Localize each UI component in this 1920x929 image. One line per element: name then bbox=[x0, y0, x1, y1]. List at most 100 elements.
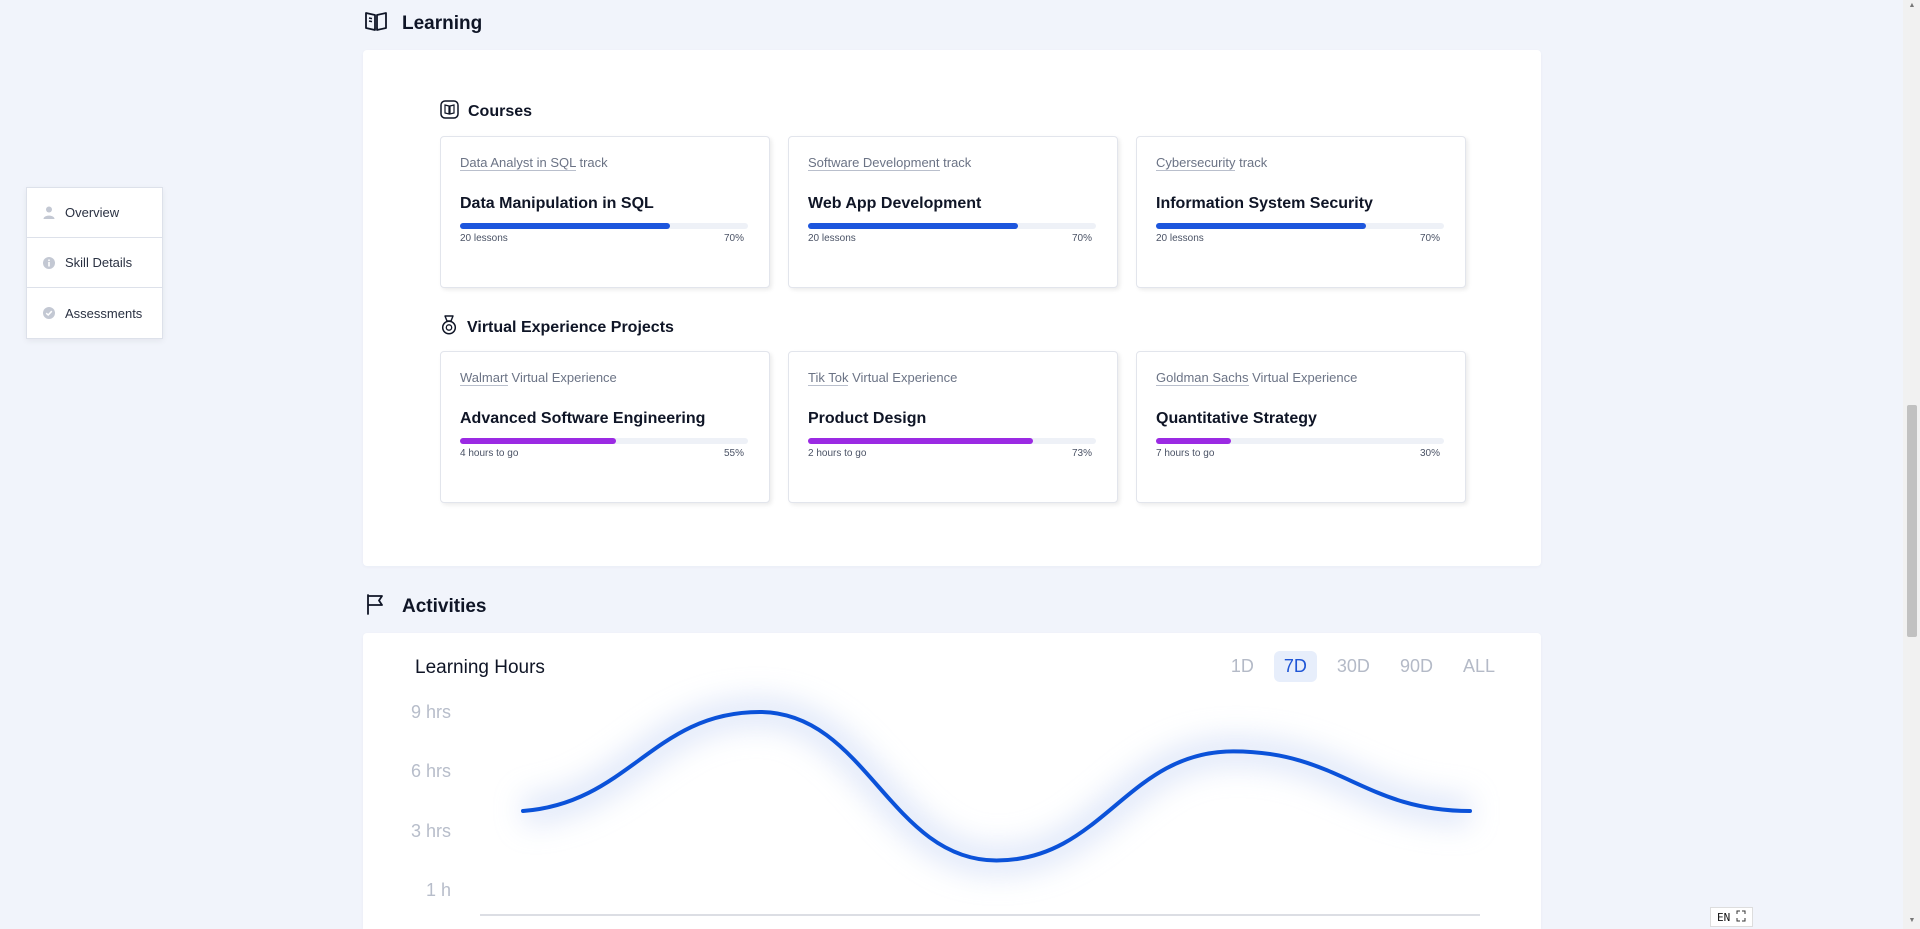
card-meta: 20 lessons 70% bbox=[460, 233, 744, 244]
card-track-suffix: Virtual Experience bbox=[507, 370, 617, 385]
learning-panel: Courses Data Analyst in SQL track Data Ma… bbox=[363, 50, 1541, 566]
subsection-title: Courses bbox=[468, 103, 533, 120]
side-nav: Overview Skill Details Assessments bbox=[26, 187, 163, 339]
page-scrollbar[interactable]: ▲ ▼ bbox=[1903, 0, 1920, 929]
course-card[interactable]: Data Analyst in SQL track Data Manipulati… bbox=[440, 136, 770, 288]
card-meta: 20 lessons 70% bbox=[1156, 233, 1440, 244]
course-card[interactable]: Cybersecurity track Information System Se… bbox=[1136, 136, 1466, 288]
y-tick-label: 6 hrs bbox=[411, 761, 451, 781]
learning-heading: Learning bbox=[364, 10, 482, 38]
range-7d[interactable]: 7D bbox=[1273, 651, 1317, 682]
card-title: Data Manipulation in SQL bbox=[460, 195, 654, 212]
nav-item-label: Skill Details bbox=[65, 255, 133, 270]
card-meta: 7 hours to go 30% bbox=[1156, 448, 1440, 459]
progress-fill bbox=[460, 438, 616, 444]
range-1d[interactable]: 1D bbox=[1230, 656, 1254, 676]
progress-bar bbox=[460, 223, 748, 229]
card-meta: 20 lessons 70% bbox=[808, 233, 1092, 244]
project-card[interactable]: Walmart Virtual Experience Advanced Softw… bbox=[440, 351, 770, 503]
card-title: Information System Security bbox=[1156, 195, 1373, 212]
chart-series-line bbox=[521, 709, 1472, 863]
section-title: Learning bbox=[402, 13, 483, 34]
card-percent: 70% bbox=[723, 233, 744, 244]
card-meta-left: 20 lessons bbox=[460, 233, 508, 244]
scroll-thumb[interactable] bbox=[1907, 405, 1917, 637]
learning-hours-chart: 9 hrs 6 hrs 3 hrs 1 h bbox=[411, 696, 1480, 916]
subsection-title: Virtual Experience Projects bbox=[467, 318, 674, 336]
scroll-up-icon[interactable]: ▲ bbox=[1908, 2, 1916, 9]
progress-bar bbox=[808, 438, 1096, 444]
range-30d[interactable]: 30D bbox=[1336, 656, 1370, 676]
progress-bar bbox=[1156, 438, 1444, 444]
courses-heading: Courses bbox=[440, 100, 532, 124]
card-meta: 4 hours to go 55% bbox=[460, 448, 744, 459]
medal-icon bbox=[440, 315, 458, 340]
project-card[interactable]: Goldman Sachs Virtual Experience Quantita… bbox=[1136, 351, 1466, 503]
y-tick-label: 9 hrs bbox=[411, 702, 451, 722]
activities-panel: Learning Hours 1D 7D 30D 90D ALL 9 hrs 6 … bbox=[363, 633, 1541, 929]
card-track: Cybersecurity track bbox=[1156, 155, 1445, 171]
chart-title: Learning Hours bbox=[415, 657, 545, 678]
card-title: Product Design bbox=[808, 410, 927, 427]
card-meta-left: 7 hours to go bbox=[1156, 448, 1215, 459]
card-title: Quantitative Strategy bbox=[1156, 410, 1317, 427]
range-all[interactable]: ALL bbox=[1462, 656, 1495, 676]
card-title: Advanced Software Engineering bbox=[460, 410, 706, 427]
progress-fill bbox=[1156, 438, 1231, 444]
activities-heading: Activities bbox=[364, 592, 486, 622]
progress-bar bbox=[1156, 223, 1444, 229]
card-meta-left: 20 lessons bbox=[1156, 233, 1204, 244]
card-track-suffix: Virtual Experience bbox=[1248, 370, 1358, 385]
progress-fill bbox=[808, 438, 1033, 444]
card-meta-left: 4 hours to go bbox=[460, 448, 519, 459]
check-circle-icon bbox=[42, 307, 55, 320]
progress-fill bbox=[1156, 223, 1367, 229]
nav-item-assessments[interactable]: Assessments bbox=[27, 288, 162, 338]
progress-fill bbox=[460, 223, 671, 229]
project-card[interactable]: Tik Tok Virtual Experience Product Design… bbox=[788, 351, 1118, 503]
flag-icon bbox=[364, 592, 388, 622]
info-icon bbox=[42, 256, 55, 269]
progress-fill bbox=[808, 223, 1019, 229]
nav-item-label: Overview bbox=[65, 205, 120, 220]
range-selector: 1D 7D 30D 90D ALL bbox=[1221, 651, 1505, 682]
card-brand[interactable]: Software Development bbox=[808, 155, 940, 171]
card-brand[interactable]: Walmart bbox=[460, 370, 508, 386]
card-percent: 70% bbox=[1071, 233, 1092, 244]
progress-bar bbox=[808, 223, 1096, 229]
language-indicator[interactable]: EN bbox=[1710, 907, 1754, 927]
card-percent: 55% bbox=[723, 448, 744, 459]
card-percent: 30% bbox=[1419, 448, 1440, 459]
card-track: Goldman Sachs Virtual Experience bbox=[1156, 370, 1445, 386]
scroll-down-icon[interactable]: ▼ bbox=[1908, 917, 1916, 924]
card-brand[interactable]: Goldman Sachs bbox=[1156, 370, 1249, 386]
card-brand[interactable]: Data Analyst in SQL bbox=[460, 155, 576, 171]
card-percent: 73% bbox=[1071, 448, 1092, 459]
card-track-suffix: track bbox=[939, 155, 972, 170]
expand-icon bbox=[1736, 910, 1746, 925]
language-code: EN bbox=[1717, 910, 1731, 924]
course-card[interactable]: Software Development track Web App Develo… bbox=[788, 136, 1118, 288]
card-meta-left: 2 hours to go bbox=[808, 448, 867, 459]
range-90d[interactable]: 90D bbox=[1399, 656, 1433, 676]
card-track: Software Development track bbox=[808, 155, 1097, 171]
card-track-suffix: track bbox=[575, 155, 608, 170]
book-icon bbox=[364, 10, 388, 38]
card-meta: 2 hours to go 73% bbox=[808, 448, 1092, 459]
nav-item-skill-details[interactable]: Skill Details bbox=[27, 238, 162, 288]
course-book-icon bbox=[440, 100, 459, 124]
card-track-suffix: Virtual Experience bbox=[848, 370, 958, 385]
card-track: Walmart Virtual Experience bbox=[460, 370, 749, 386]
nav-item-label: Assessments bbox=[65, 305, 143, 321]
card-brand[interactable]: Cybersecurity bbox=[1156, 155, 1236, 171]
chart-line-glow bbox=[521, 696, 1471, 876]
section-title: Activities bbox=[402, 596, 487, 617]
y-tick-label: 1 h bbox=[426, 880, 451, 900]
card-brand[interactable]: Tik Tok bbox=[808, 370, 849, 386]
nav-item-overview[interactable]: Overview bbox=[27, 188, 162, 238]
projects-heading: Virtual Experience Projects bbox=[440, 315, 674, 340]
card-meta-left: 20 lessons bbox=[808, 233, 856, 244]
card-track: Data Analyst in SQL track bbox=[460, 155, 749, 171]
user-icon bbox=[42, 206, 55, 219]
card-track-suffix: track bbox=[1235, 155, 1268, 170]
